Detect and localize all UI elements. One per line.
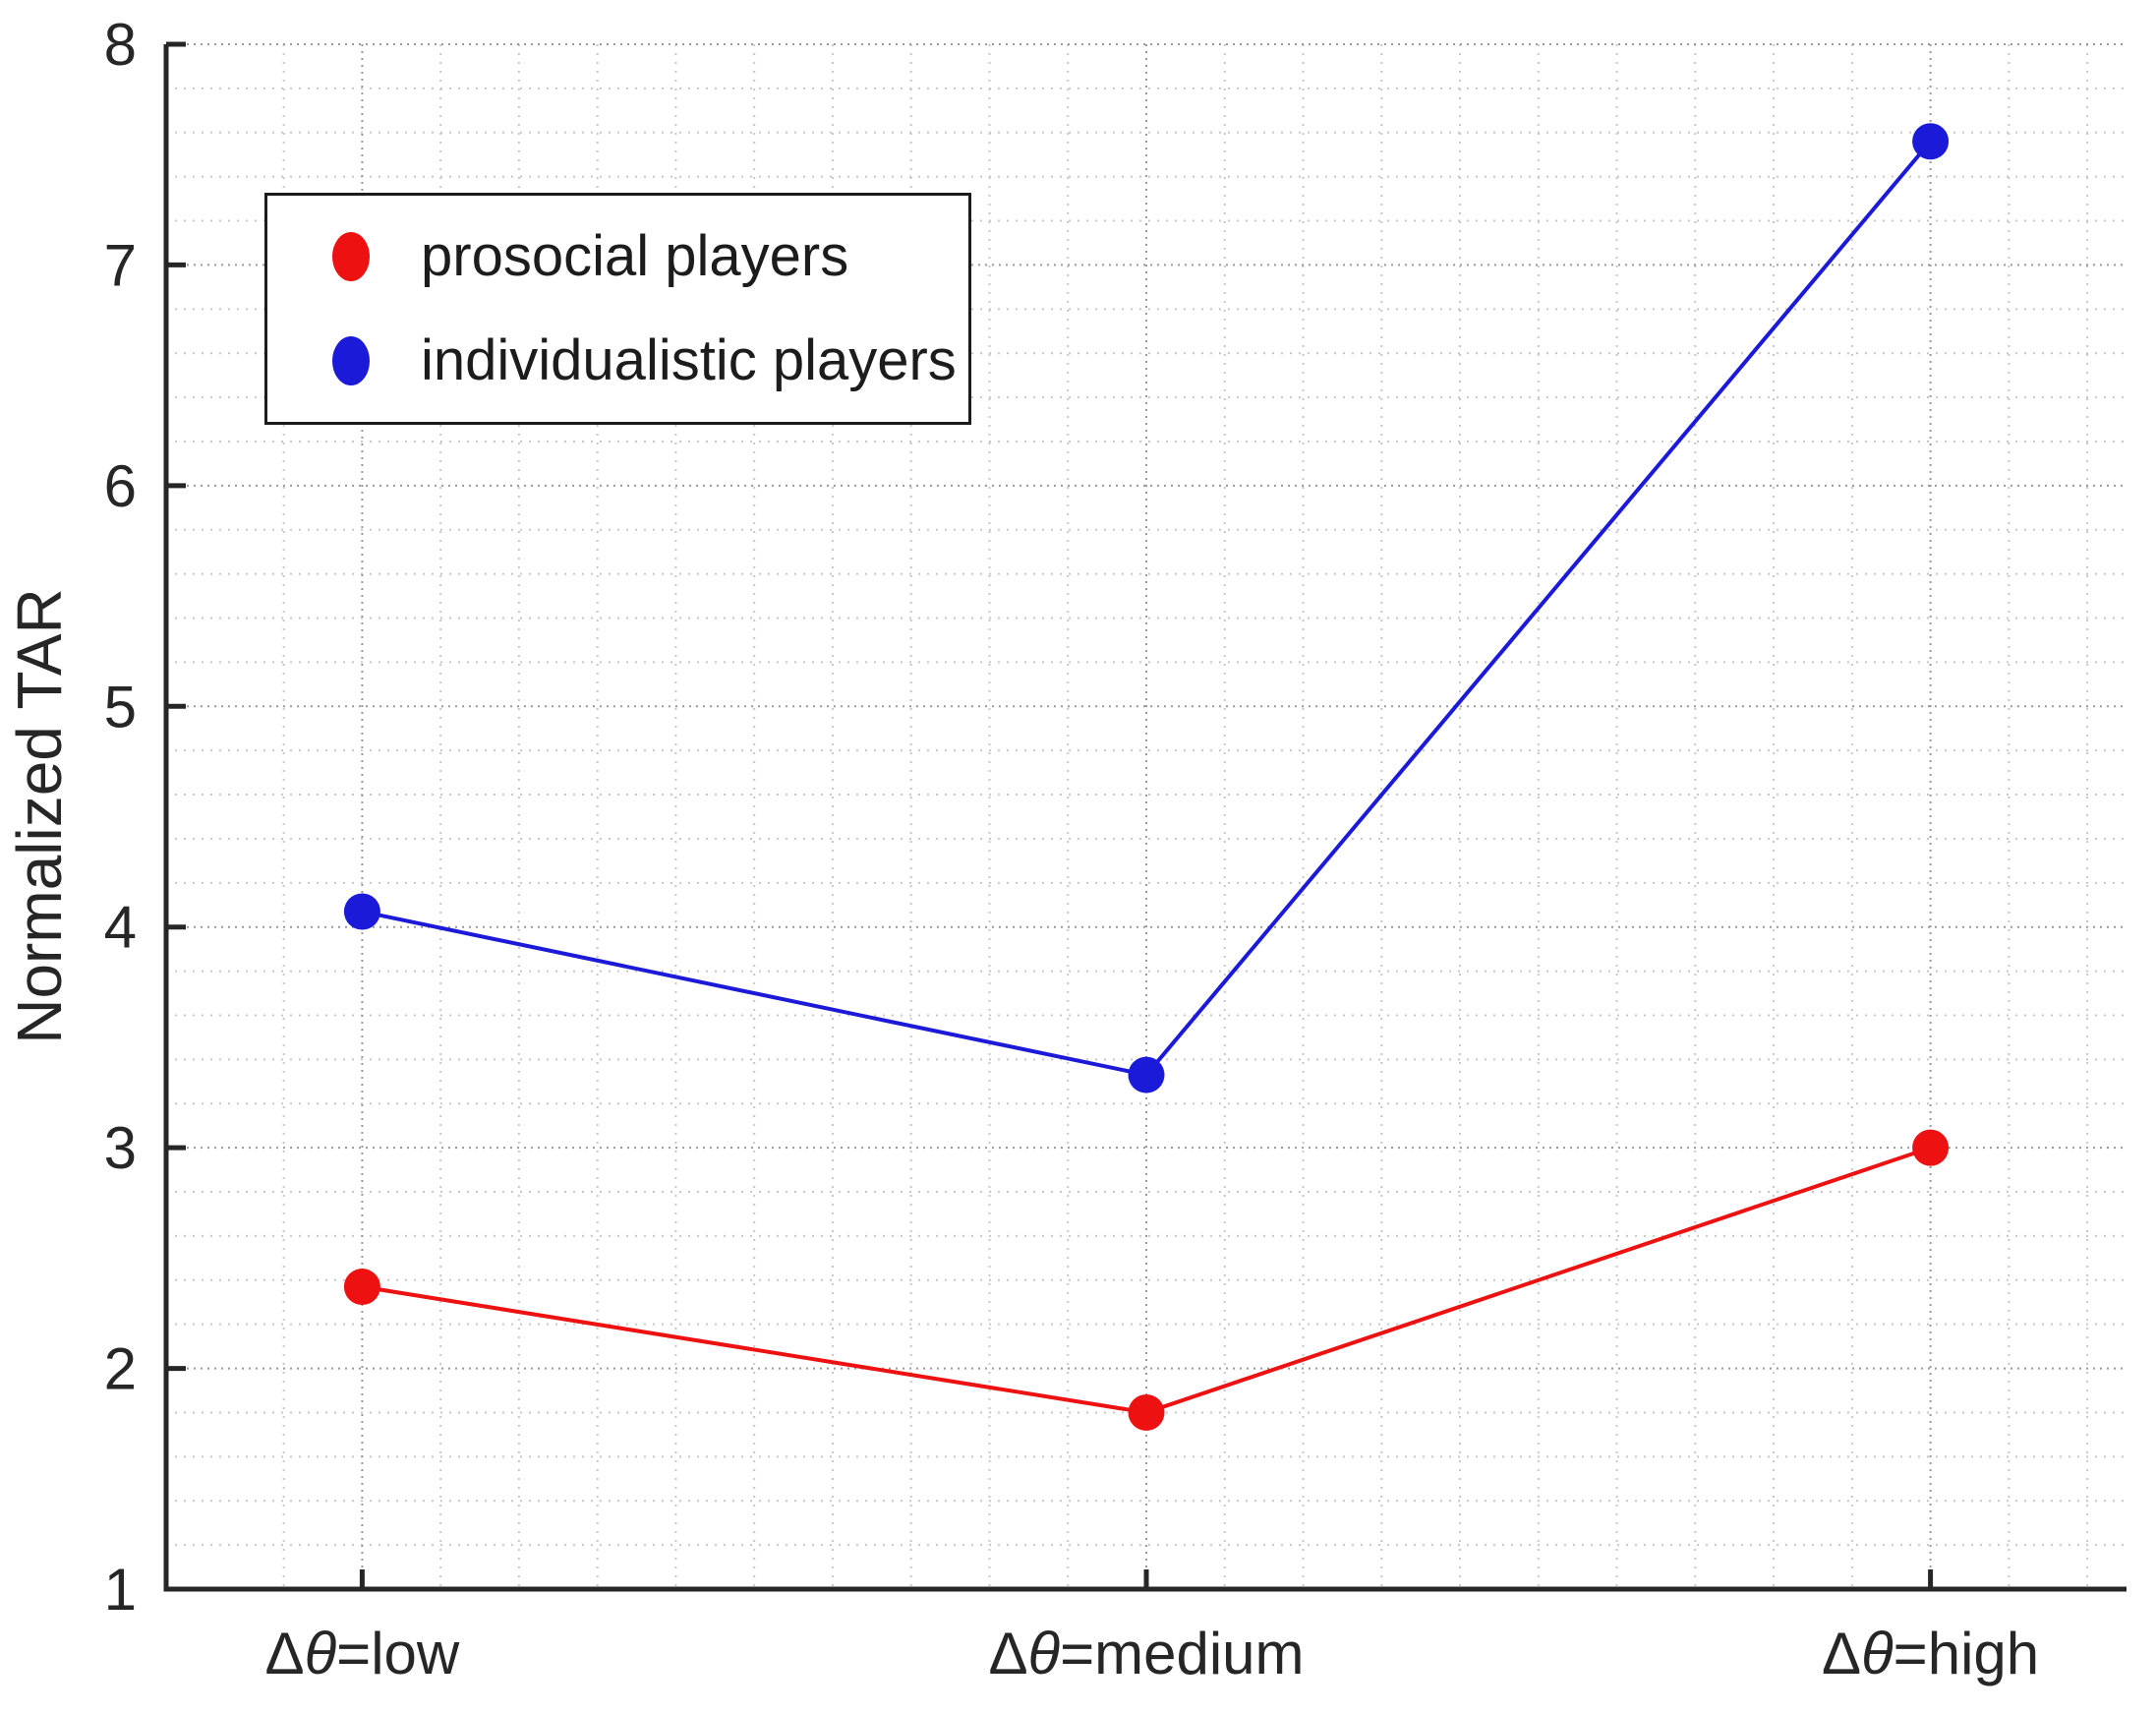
tick-labels: 1 2 3 4 5 6 7 8 Δθ=low Δθ=medium Δθ=high — [104, 12, 2040, 1686]
axes — [163, 41, 2127, 1592]
data-point — [1912, 123, 1950, 160]
legend: prosocial players individualistic player… — [264, 193, 971, 425]
data-point — [1912, 1129, 1950, 1166]
y-tick-label: 4 — [104, 895, 137, 961]
data-point — [343, 893, 380, 930]
x-tick-label: Δθ=low — [265, 1621, 460, 1686]
y-tick-label: 2 — [104, 1336, 137, 1402]
data-point — [343, 1269, 380, 1306]
y-tick-label: 1 — [104, 1557, 137, 1623]
data-point — [1128, 1056, 1165, 1093]
y-tick-label: 3 — [104, 1115, 137, 1181]
legend-item-prosocial: prosocial players — [267, 205, 968, 309]
major-gridlines — [166, 43, 2127, 1589]
legend-label-prosocial: prosocial players — [421, 224, 849, 288]
y-axis-label: Normalized TAR — [4, 588, 75, 1044]
y-tick-label: 6 — [104, 453, 137, 519]
y-tick-label: 7 — [104, 232, 137, 298]
y-tick-label: 8 — [104, 12, 137, 78]
x-tick-label: Δθ=high — [1822, 1621, 2039, 1686]
y-tick-label: 5 — [104, 674, 137, 739]
individualistic-marker-icon — [332, 336, 370, 385]
data-point — [1128, 1393, 1165, 1431]
legend-label-individualistic: individualistic players — [421, 328, 957, 392]
x-tick-label: Δθ=medium — [988, 1621, 1304, 1686]
prosocial-marker-icon — [332, 232, 370, 281]
legend-item-individualistic: individualistic players — [267, 309, 968, 413]
